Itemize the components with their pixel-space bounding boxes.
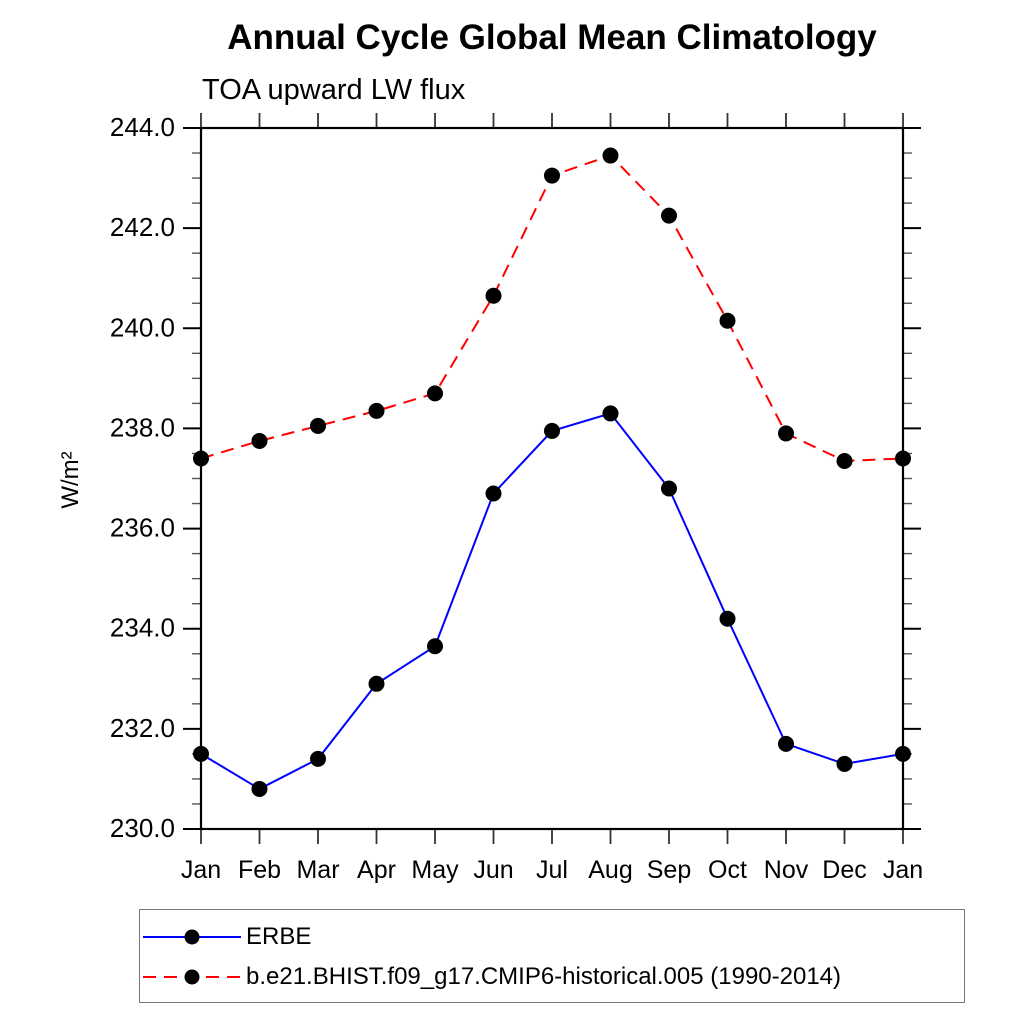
data-point-1-Mar bbox=[310, 417, 326, 434]
data-point-1-Dec bbox=[836, 452, 853, 469]
x-tick-label: Feb bbox=[238, 856, 281, 884]
data-point-1-Jan bbox=[895, 450, 911, 467]
data-point-0-Jun bbox=[485, 485, 502, 502]
x-tick-label: May bbox=[411, 856, 459, 884]
y-tick-label: 238.0 bbox=[110, 412, 175, 442]
data-point-1-Jul bbox=[544, 167, 560, 184]
plot-frame bbox=[199, 126, 905, 831]
x-tick-label: Nov bbox=[764, 856, 809, 884]
data-point-1-Apr bbox=[368, 402, 385, 419]
x-tick-label: Jun bbox=[473, 856, 513, 884]
data-point-0-Dec bbox=[836, 755, 853, 772]
data-point-1-Feb bbox=[251, 432, 268, 449]
x-tick-label: Aug bbox=[588, 856, 632, 884]
data-point-1-May bbox=[427, 385, 443, 402]
data-point-0-Jan bbox=[193, 745, 209, 762]
data-point-0-Sep bbox=[661, 480, 677, 497]
legend-line-sample-model bbox=[143, 969, 241, 985]
y-tick-label: 240.0 bbox=[110, 312, 175, 342]
x-tick-label: Oct bbox=[708, 856, 747, 884]
series-line-1 bbox=[200, 154, 904, 462]
data-point-1-Oct bbox=[719, 312, 736, 329]
data-point-0-May bbox=[427, 638, 443, 655]
data-point-0-Nov bbox=[778, 735, 794, 752]
y-tick-label: 234.0 bbox=[110, 613, 175, 643]
x-tick-label: Jul bbox=[536, 856, 568, 884]
data-point-0-Feb bbox=[251, 780, 268, 797]
legend-sample-marker bbox=[184, 929, 200, 945]
series-line-0 bbox=[200, 412, 904, 791]
x-tick-label: Jan bbox=[181, 856, 221, 884]
chart-subtitle: TOA upward LW flux bbox=[202, 74, 466, 106]
legend-line-sample-erbe bbox=[143, 929, 241, 945]
data-point-1-Sep bbox=[661, 207, 677, 224]
chart-title: Annual Cycle Global Mean Climatology bbox=[227, 18, 877, 57]
data-point-1-Nov bbox=[778, 425, 794, 442]
x-tick-label: Sep bbox=[647, 856, 691, 884]
legend-label-erbe: ERBE bbox=[246, 923, 312, 950]
legend-item-erbe: ERBE bbox=[140, 917, 964, 957]
data-point-1-Jun bbox=[485, 287, 502, 304]
legend-sample-marker bbox=[184, 969, 200, 985]
y-tick-label: 244.0 bbox=[110, 112, 175, 142]
y-tick-label: 236.0 bbox=[110, 513, 175, 543]
data-point-0-Jul bbox=[544, 422, 560, 439]
data-point-0-Jan bbox=[895, 745, 911, 762]
x-tick-label: Dec bbox=[822, 856, 866, 884]
data-point-1-Aug bbox=[602, 147, 619, 164]
y-tick-label: 230.0 bbox=[110, 813, 175, 843]
y-tick-label: 232.0 bbox=[110, 713, 175, 743]
x-tick-label: Jan bbox=[883, 856, 923, 884]
data-point-0-Oct bbox=[719, 610, 736, 627]
y-tick-label: 242.0 bbox=[110, 212, 175, 242]
x-tick-label: Apr bbox=[357, 856, 396, 884]
legend-item-model: b.e21.BHIST.f09_g17.CMIP6-historical.005… bbox=[140, 957, 964, 997]
legend: ERBE b.e21.BHIST.f09_g17.CMIP6-historica… bbox=[139, 909, 965, 1003]
data-point-1-Jan bbox=[193, 450, 209, 467]
data-point-0-Apr bbox=[368, 675, 385, 692]
data-point-0-Aug bbox=[602, 405, 619, 422]
x-tick-label: Mar bbox=[296, 856, 339, 884]
legend-label-model: b.e21.BHIST.f09_g17.CMIP6-historical.005… bbox=[246, 963, 842, 990]
data-point-0-Mar bbox=[310, 750, 326, 767]
